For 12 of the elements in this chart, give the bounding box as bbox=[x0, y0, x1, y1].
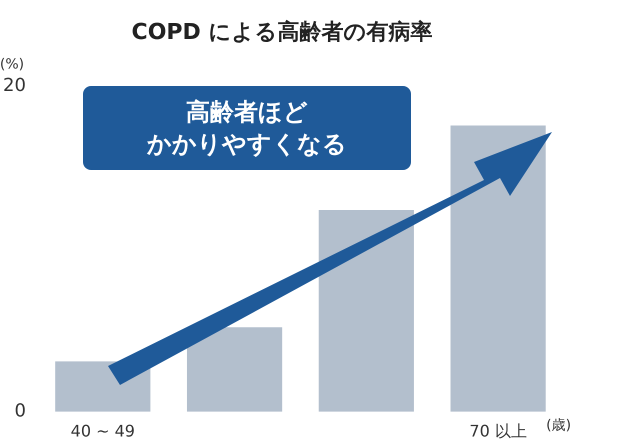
y-tick-label: 0 bbox=[14, 400, 26, 422]
x-tick-label: 40 ~ 49 bbox=[70, 422, 135, 441]
bar bbox=[186, 327, 282, 412]
bar bbox=[318, 210, 414, 412]
y-axis-title: (%) bbox=[0, 56, 24, 72]
annotation: 高齢者ほど bbox=[186, 97, 308, 128]
bar bbox=[450, 125, 546, 412]
y-tick-label: 20 bbox=[3, 75, 26, 96]
x-tick-label: 70 以上 bbox=[469, 422, 527, 441]
chart-title: COPD による高齢者の有病率 bbox=[132, 18, 432, 45]
annotation: かかりやすくなる bbox=[147, 129, 347, 160]
x-axis-title: (歳) bbox=[546, 417, 572, 434]
